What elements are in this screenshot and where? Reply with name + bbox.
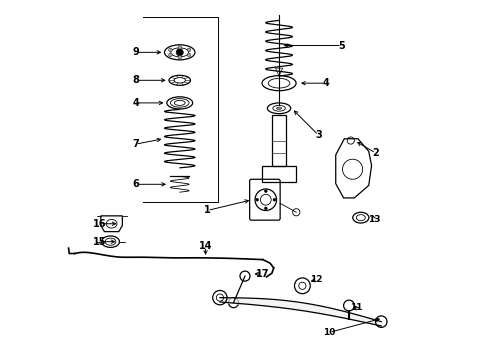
Circle shape <box>187 53 191 57</box>
Text: 17: 17 <box>256 269 270 279</box>
Circle shape <box>265 207 267 210</box>
Ellipse shape <box>276 107 282 109</box>
Text: 4: 4 <box>322 78 329 88</box>
Text: 3: 3 <box>315 130 322 140</box>
Text: 12: 12 <box>311 275 323 284</box>
Bar <box>272 116 286 166</box>
Circle shape <box>187 48 191 51</box>
Text: 8: 8 <box>132 75 139 85</box>
Text: 7: 7 <box>132 139 139 149</box>
Text: 4: 4 <box>132 98 139 108</box>
Text: 1: 1 <box>204 206 211 216</box>
Circle shape <box>169 48 172 51</box>
Text: 15: 15 <box>93 237 106 247</box>
Text: 2: 2 <box>372 148 379 158</box>
Text: 16: 16 <box>93 219 106 229</box>
Text: 6: 6 <box>132 179 139 189</box>
Circle shape <box>265 190 267 193</box>
Text: 5: 5 <box>339 41 345 50</box>
Bar <box>262 166 296 182</box>
Circle shape <box>273 198 276 201</box>
Circle shape <box>178 55 181 59</box>
Text: 9: 9 <box>132 47 139 57</box>
Circle shape <box>256 198 259 201</box>
Circle shape <box>176 49 183 56</box>
Circle shape <box>178 45 181 49</box>
Circle shape <box>169 53 172 57</box>
Text: 11: 11 <box>350 303 363 312</box>
Text: 14: 14 <box>199 241 212 251</box>
Text: 13: 13 <box>368 215 380 224</box>
Text: 10: 10 <box>323 328 336 337</box>
